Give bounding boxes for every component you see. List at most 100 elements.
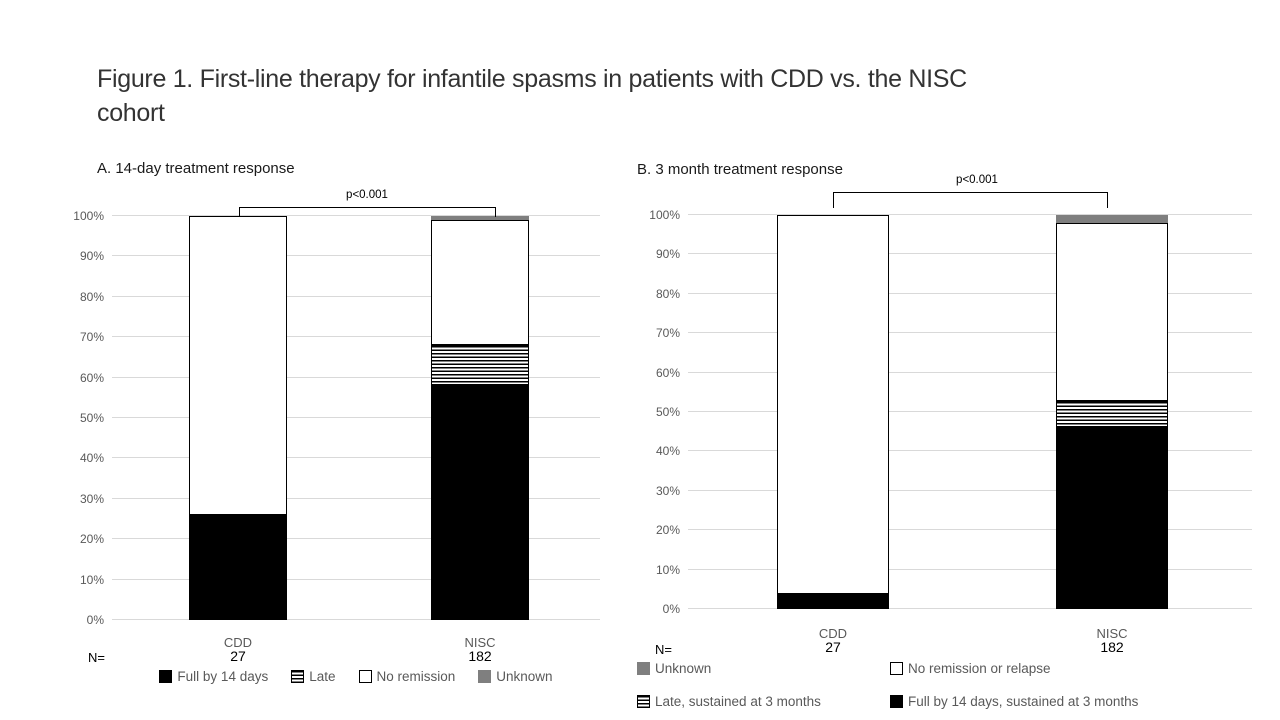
chart-b-gridline (688, 292, 1252, 294)
bar-segment-gray (1056, 214, 1168, 224)
chart-b-gridline (688, 371, 1252, 373)
legend-swatch-hatch-icon (637, 695, 650, 708)
legend-item-black: Full by 14 days, sustained at 3 months (890, 694, 1138, 709)
chart-a-bar-cdd (189, 216, 287, 620)
legend-item-white: No remission or relapse (890, 661, 1051, 676)
legend-label: Unknown (655, 661, 712, 676)
chart-b-gridline (688, 608, 1252, 609)
chart-b-y-tick-label: 80% (655, 286, 680, 301)
bracket-vertical-tick (239, 207, 240, 217)
legend-item-hatch: Late (291, 669, 336, 684)
chart-b-y-tick-label: 30% (655, 483, 680, 498)
chart-b-gridline (688, 253, 1252, 255)
chart-b-n-value: 27 (825, 639, 841, 655)
chart-b-subtitle: B. 3 month treatment response (637, 161, 843, 178)
chart-a-n-prefix: N= (88, 650, 105, 665)
chart-a-y-tick-label: 100% (73, 209, 104, 223)
chart-b-y-tick-label: 0% (662, 602, 680, 616)
chart-b-n-value: 182 (1100, 639, 1124, 655)
chart-b-gridline (688, 489, 1252, 491)
chart-a-n-value: 27 (230, 648, 246, 664)
legend-swatch-hatch-icon (291, 670, 305, 683)
chart-b-y-tick-label: 50% (655, 405, 680, 419)
chart-a-legend: Full by 14 days Late No remission Unknown (112, 669, 600, 684)
bracket-vertical-tick (1107, 192, 1108, 208)
bar-segment-white (189, 216, 287, 516)
chart-b-plot-area (688, 214, 1252, 609)
bracket-horizontal-line (239, 207, 496, 208)
chart-a-bar-nisc (431, 216, 529, 620)
chart-a-gridline (112, 376, 600, 378)
chart-a-gridline (112, 215, 600, 216)
chart-a-y-tick-label: 40% (79, 451, 104, 466)
bar-segment-white (431, 220, 529, 345)
chart-b-bar-cdd (777, 215, 889, 609)
legend-label: No remission (376, 669, 456, 684)
chart-a-gridline (112, 417, 600, 418)
bar-segment-hatch (1056, 400, 1168, 427)
chart-b-y-tick-label: 40% (655, 444, 680, 459)
chart-a-p-value: p<0.001 (346, 189, 388, 201)
chart-a-y-tick-label: 20% (79, 532, 104, 547)
bracket-horizontal-line (833, 192, 1108, 193)
chart-b-gridline (688, 411, 1252, 412)
bar-segment-gray (431, 216, 529, 221)
chart-a-y-tick-label: 0% (86, 613, 104, 627)
chart-a-gridline (112, 619, 600, 620)
legend-item-hatch: Late, sustained at 3 months (637, 694, 821, 709)
bracket-vertical-tick (833, 192, 834, 208)
legend-label: Late (309, 669, 336, 684)
legend-swatch-gray-icon (637, 662, 650, 675)
bar-segment-black (189, 515, 287, 620)
legend-swatch-white-icon (890, 662, 903, 675)
chart-a-y-tick-label: 60% (79, 370, 104, 385)
figure-title: Figure 1. First-line therapy for infanti… (97, 65, 967, 127)
chart-a-category-label: NISC (464, 635, 496, 650)
chart-b-y-tick-label: 20% (655, 523, 680, 538)
bracket-vertical-tick (495, 207, 496, 217)
chart-b-gridline (688, 214, 1252, 215)
chart-b-gridline (688, 568, 1252, 570)
chart-a-gridline (112, 336, 600, 338)
chart-b-gridline (688, 450, 1252, 452)
chart-a-plot-area (112, 215, 600, 620)
chart-b-y-tick-label: 10% (655, 562, 680, 577)
chart-a-subtitle: A. 14-day treatment response (97, 160, 295, 177)
chart-a-category-label: CDD (223, 635, 253, 650)
chart-a-y-tick-label: 30% (79, 491, 104, 506)
bar-segment-white (1056, 223, 1168, 401)
chart-a-gridline (112, 255, 600, 257)
chart-b-n-prefix: N= (655, 642, 672, 657)
legend-item-white: No remission (358, 669, 456, 684)
legend-swatch-gray-icon (478, 670, 492, 683)
bar-segment-black (1056, 426, 1168, 609)
bar-segment-black (777, 594, 889, 609)
chart-a-gridline (112, 295, 600, 297)
chart-b-gridline (688, 332, 1252, 334)
legend-label: No remission or relapse (908, 661, 1051, 676)
chart-a-y-tick-label: 50% (79, 411, 104, 425)
chart-b-p-value: p<0.001 (956, 174, 998, 186)
legend-label: Late, sustained at 3 months (655, 694, 821, 709)
chart-b-bar-nisc (1056, 214, 1168, 609)
legend-label: Full by 14 days (177, 669, 269, 684)
chart-b-y-tick-label: 100% (649, 208, 680, 222)
chart-a-y-tick-label: 10% (79, 572, 104, 587)
chart-b-gridline (688, 529, 1252, 531)
chart-a-y-tick-label: 80% (79, 289, 104, 304)
chart-a-y-tick-label: 90% (79, 249, 104, 264)
chart-b-category-label: NISC (1096, 626, 1128, 641)
chart-b-category-label: CDD (818, 626, 848, 641)
bar-segment-black (431, 384, 529, 620)
chart-b-y-tick-label: 70% (655, 326, 680, 341)
legend-swatch-black-icon (890, 695, 903, 708)
legend-item-gray: Unknown (637, 661, 711, 676)
chart-a-y-tick-label: 70% (79, 330, 104, 345)
chart-a-gridline (112, 457, 600, 459)
legend-item-gray: Unknown (478, 669, 553, 684)
legend-label: Full by 14 days, sustained at 3 months (908, 694, 1139, 709)
legend-swatch-white-icon (358, 670, 372, 683)
bar-segment-hatch (431, 344, 529, 385)
chart-a-gridline (112, 538, 600, 540)
